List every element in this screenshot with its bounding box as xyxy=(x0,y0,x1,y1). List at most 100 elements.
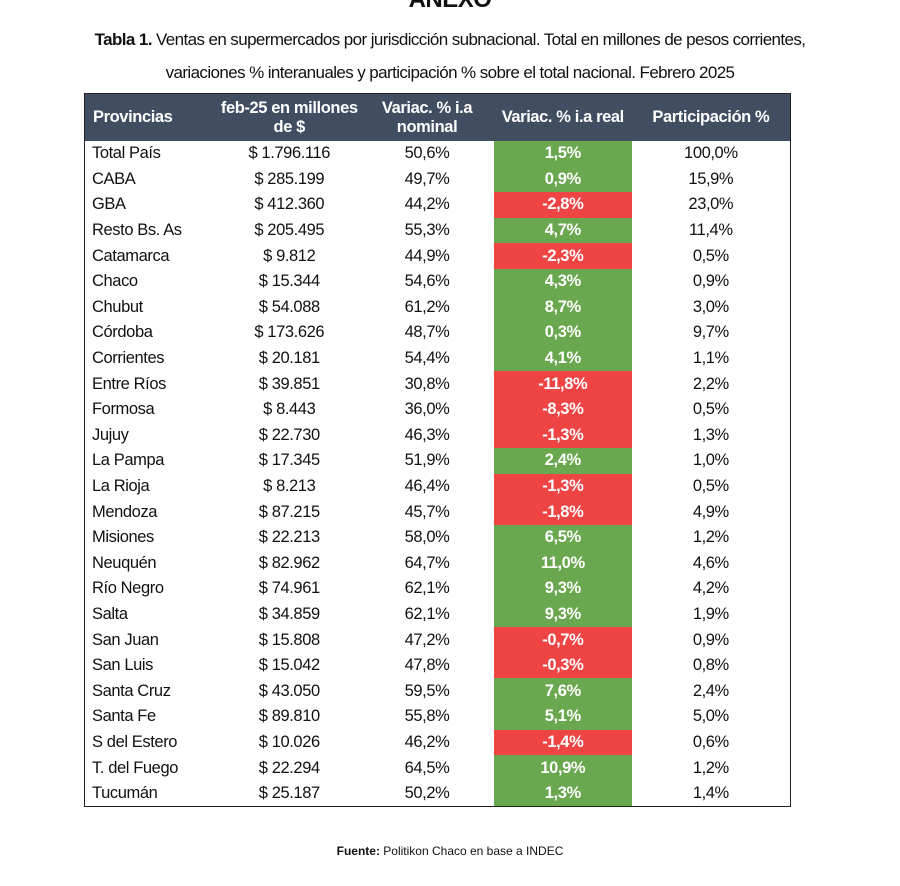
cell-real: 10,9% xyxy=(493,755,632,781)
cell-nominal: 36,0% xyxy=(404,400,450,419)
cell-participacion: 3,0% xyxy=(692,297,729,316)
header-real: Variac. % i.a real xyxy=(493,93,632,141)
cell-amount: $ 412.360 xyxy=(254,195,325,214)
table-row: Catamarca $ 9.812 44,9% -2,3% 0,5% xyxy=(85,243,791,269)
cell-provincia: T. del Fuego xyxy=(92,758,179,777)
table-row: Total País $ 1.796.116 50,6% 1,5% 100,0% xyxy=(85,141,791,167)
cell-real: 7,6% xyxy=(493,678,632,705)
cell-nominal: 45,7% xyxy=(404,502,450,521)
cell-nominal: 44,2% xyxy=(404,195,450,214)
header-provincias: Provincias xyxy=(84,93,219,141)
cell-provincia: La Pampa xyxy=(92,451,165,470)
cell-provincia: Santa Fe xyxy=(92,707,156,726)
cell-real: 9,3% xyxy=(493,576,632,602)
cell-nominal: 62,1% xyxy=(404,579,450,598)
cell-real: 4,3% xyxy=(493,268,632,295)
cell-participacion: 0,9% xyxy=(692,272,729,291)
cell-real: 5,1% xyxy=(493,704,632,730)
table-row: Santa Cruz $ 43.050 59,5% 7,6% 2,4% xyxy=(85,678,791,705)
cell-provincia: La Rioja xyxy=(92,477,150,496)
cell-nominal: 50,6% xyxy=(404,144,450,163)
table-header-row: Provincias feb-25 en millones de $ Varia… xyxy=(84,93,791,141)
cell-participacion: 11,4% xyxy=(689,221,733,240)
cell-amount: $ 205.495 xyxy=(254,221,325,240)
cell-amount: $ 82.962 xyxy=(258,553,320,572)
table-title: Tabla 1. Ventas en supermercados por jur… xyxy=(0,30,900,50)
cell-nominal: 46,2% xyxy=(404,732,450,751)
cell-provincia: Total País xyxy=(92,144,161,163)
cell-participacion: 5,0% xyxy=(692,707,729,726)
cell-provincia: Jujuy xyxy=(92,425,129,444)
cell-participacion: 4,6% xyxy=(692,553,729,572)
cell-provincia: Resto Bs. As xyxy=(92,221,182,240)
cell-amount: $ 39.851 xyxy=(258,374,320,393)
sales-table: Provincias feb-25 en millones de $ Varia… xyxy=(84,93,791,808)
table-row: GBA $ 412.360 44,2% -2,8% 23,0% xyxy=(85,192,791,218)
table-row: Resto Bs. As $ 205.495 55,3% 4,7% 11,4% xyxy=(85,217,791,244)
cell-participacion: 4,2% xyxy=(692,579,729,598)
cell-provincia: Tucumán xyxy=(92,784,158,803)
table-row: S del Estero $ 10.026 46,2% -1,4% 0,6% xyxy=(85,729,791,756)
table-row: CABA $ 285.199 49,7% 0,9% 15,9% xyxy=(85,166,791,193)
cell-amount: $ 17.345 xyxy=(258,451,320,470)
header-participacion: Participación % xyxy=(631,93,791,141)
cell-participacion: 1,4% xyxy=(692,784,729,803)
cell-nominal: 46,3% xyxy=(404,425,450,444)
cell-provincia: Chubut xyxy=(92,297,143,316)
cell-nominal: 64,5% xyxy=(404,758,450,777)
cell-amount: $ 25.187 xyxy=(258,784,320,803)
table-row: Chubut $ 54.088 61,2% 8,7% 3,0% xyxy=(85,294,791,321)
cell-real: 8,7% xyxy=(493,294,632,321)
cell-nominal: 49,7% xyxy=(404,169,450,188)
cell-real: 1,5% xyxy=(493,141,632,167)
cell-participacion: 0,9% xyxy=(692,630,729,649)
cell-real: 0,3% xyxy=(493,320,632,346)
cell-real: 0,9% xyxy=(493,166,632,193)
cell-participacion: 1,9% xyxy=(692,604,729,623)
table-row: Mendoza $ 87.215 45,7% -1,8% 4,9% xyxy=(85,499,791,525)
table-row: Salta $ 34.859 62,1% 9,3% 1,9% xyxy=(85,601,791,628)
cell-real: -1,4% xyxy=(493,729,632,756)
cell-provincia: Santa Cruz xyxy=(92,681,171,700)
cell-provincia: Formosa xyxy=(92,400,155,419)
cell-nominal: 54,6% xyxy=(404,272,450,291)
cell-amount: $ 15.344 xyxy=(258,272,320,291)
cell-real: -1,8% xyxy=(493,499,632,525)
table-row: Tucumán $ 25.187 50,2% 1,3% 1,4% xyxy=(85,780,791,807)
cell-nominal: 55,8% xyxy=(404,707,450,726)
cell-provincia: San Juan xyxy=(92,630,159,649)
cell-amount: $ 10.026 xyxy=(258,732,320,751)
cell-amount: $ 22.294 xyxy=(258,758,320,777)
cell-participacion: 1,1% xyxy=(692,349,729,368)
cell-provincia: Entre Ríos xyxy=(92,374,166,393)
cell-participacion: 1,2% xyxy=(692,528,729,547)
cell-provincia: GBA xyxy=(92,195,126,214)
cell-real: -1,3% xyxy=(493,473,632,500)
cell-provincia: Córdoba xyxy=(92,323,153,342)
cell-nominal: 61,2% xyxy=(404,297,450,316)
cell-amount: $ 8.213 xyxy=(263,477,316,496)
cell-participacion: 0,5% xyxy=(692,246,729,265)
cell-participacion: 0,6% xyxy=(692,732,729,751)
cell-nominal: 51,9% xyxy=(404,451,450,470)
cell-nominal: 62,1% xyxy=(404,604,450,623)
cell-participacion: 4,9% xyxy=(692,502,729,521)
cell-provincia: Corrientes xyxy=(92,349,165,368)
cell-nominal: 58,0% xyxy=(404,528,450,547)
cell-participacion: 23,0% xyxy=(688,195,734,214)
cell-participacion: 2,2% xyxy=(692,374,729,393)
cell-participacion: 0,5% xyxy=(692,477,729,496)
cell-nominal: 44,9% xyxy=(404,246,450,265)
cell-real: -8,3% xyxy=(493,396,632,423)
cell-amount: $ 74.961 xyxy=(258,579,320,598)
cell-amount: $ 22.730 xyxy=(258,425,320,444)
cell-real: 6,5% xyxy=(493,524,632,551)
cell-provincia: Catamarca xyxy=(92,246,170,265)
cell-nominal: 47,8% xyxy=(404,656,450,675)
cell-amount: $ 9.812 xyxy=(263,246,316,265)
table-row: La Pampa $ 17.345 51,9% 2,4% 1,0% xyxy=(85,448,791,474)
cell-real: 4,7% xyxy=(493,217,632,244)
cell-real: 1,3% xyxy=(493,780,632,807)
cell-amount: $ 15.042 xyxy=(258,656,320,675)
cell-participacion: 2,4% xyxy=(692,681,729,700)
